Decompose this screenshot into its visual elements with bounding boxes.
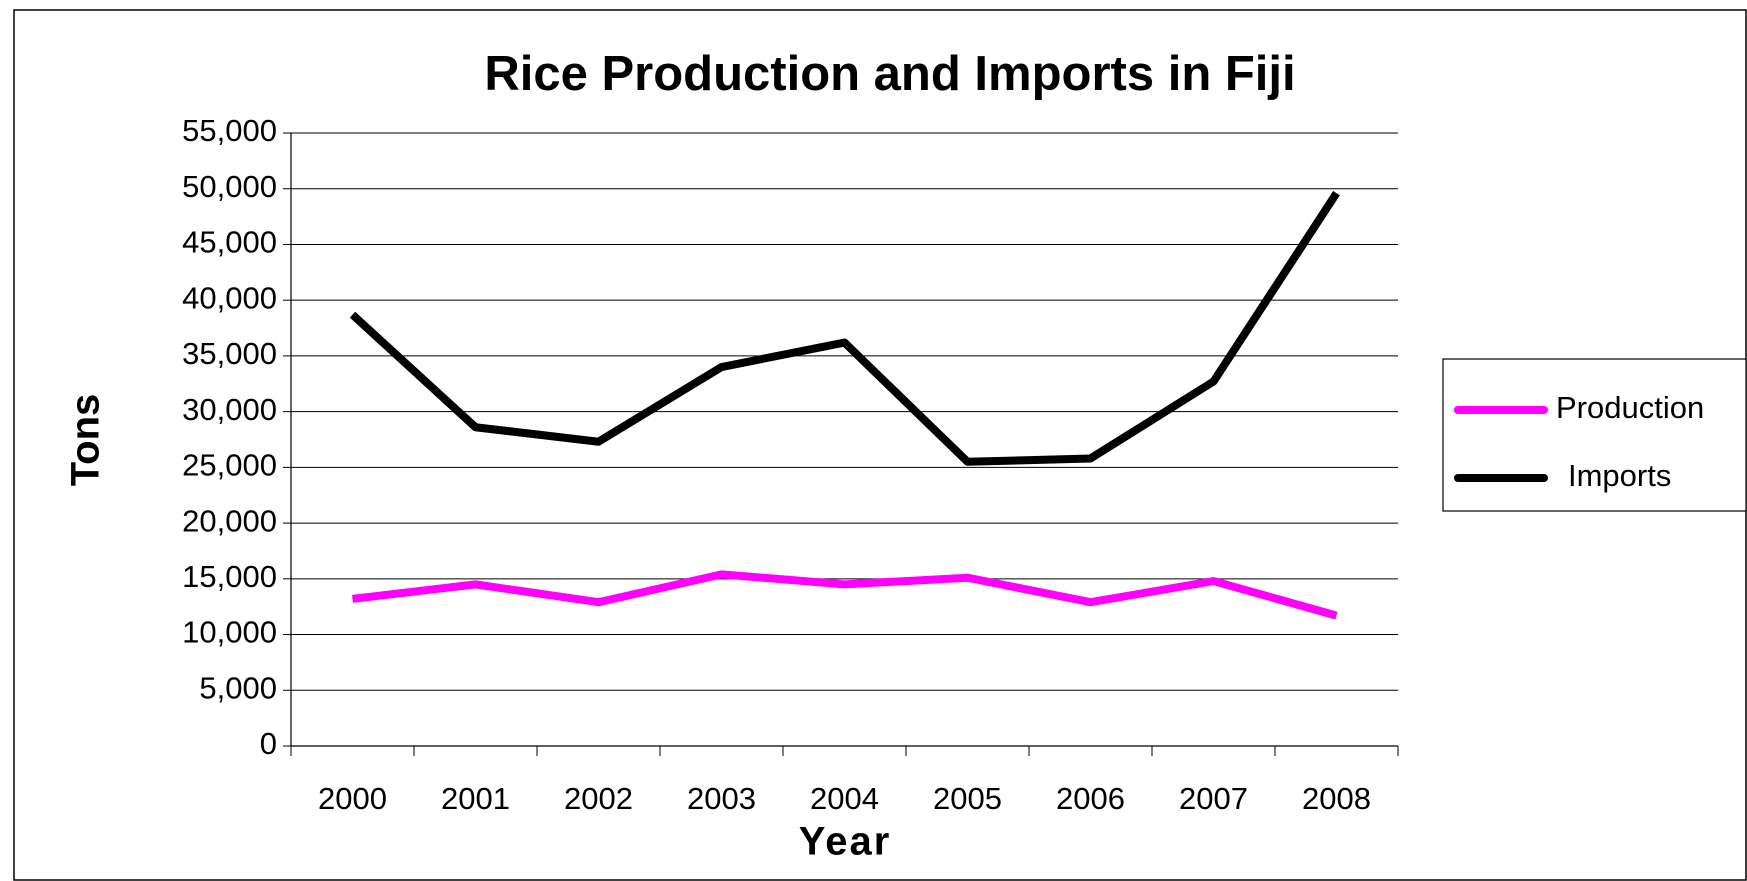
y-tick-label: 35,000 [182,336,277,371]
y-tick-label: 15,000 [182,559,277,594]
x-tick-label: 2007 [1179,781,1248,816]
x-tick-label: 2004 [810,781,879,816]
x-axis-label: Year [799,820,892,864]
y-tick-label: 55,000 [182,113,277,148]
x-tick-label: 2001 [441,781,510,816]
data-line [349,190,1340,466]
chart-title: Rice Production and Imports in Fiji [484,47,1295,101]
data-line [352,570,1338,620]
x-tick-label: 2008 [1302,781,1371,816]
y-tick-label: 50,000 [182,169,277,204]
y-tick-label: 10,000 [182,615,277,650]
y-axis-label: Tons [64,394,108,487]
x-tick-label: 2006 [1056,781,1125,816]
x-tick-label: 2002 [564,781,633,816]
x-tick-label: 2000 [318,781,387,816]
legend-box [1442,358,1747,512]
y-tick-label: 30,000 [182,392,277,427]
y-tick-label: 25,000 [182,448,277,483]
y-tick-label: 45,000 [182,225,277,260]
x-tick-label: 2005 [933,781,1002,816]
y-tick-label: 0 [260,726,277,761]
y-tick-label: 5,000 [199,670,277,705]
x-tick-label: 2003 [687,781,756,816]
legend-label: Imports [1568,458,1671,493]
y-tick-label: 40,000 [182,280,277,315]
y-tick-label: 20,000 [182,503,277,538]
legend-label: Production [1556,390,1704,425]
